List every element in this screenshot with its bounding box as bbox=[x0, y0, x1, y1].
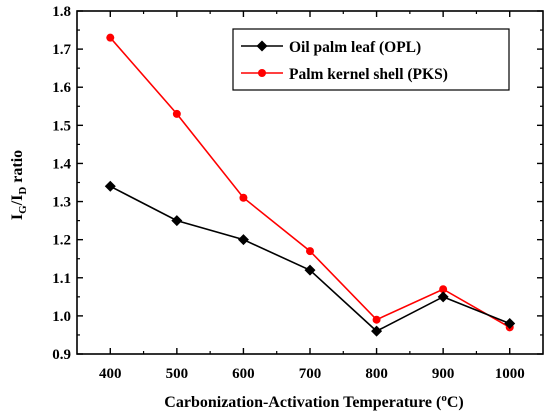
data-point bbox=[304, 264, 316, 276]
data-point bbox=[306, 247, 314, 256]
y-tick-label: 1.0 bbox=[52, 309, 71, 325]
y-tick-label: 1.4 bbox=[52, 156, 71, 172]
series-opl bbox=[104, 180, 516, 337]
legend: Oil palm leaf (OPL) Palm kernel shell (PK… bbox=[232, 28, 510, 91]
y-tick-label: 1.1 bbox=[52, 271, 71, 287]
data-point bbox=[171, 215, 183, 227]
data-point bbox=[504, 318, 516, 330]
data-point bbox=[106, 33, 115, 42]
y-tick-label: 1.2 bbox=[52, 233, 71, 249]
legend-item: Oil palm leaf (OPL) bbox=[241, 39, 421, 56]
y-tick-label: 1.7 bbox=[52, 42, 71, 58]
data-point bbox=[439, 285, 448, 294]
data-point bbox=[371, 325, 383, 337]
y-tick-label: 1.6 bbox=[52, 80, 71, 96]
x-tick-label: 1000 bbox=[495, 366, 525, 382]
series bbox=[104, 33, 516, 337]
data-point bbox=[239, 193, 248, 202]
x-tick-label: 600 bbox=[232, 366, 255, 382]
series-pks bbox=[106, 33, 514, 332]
legend-label: Palm kernel shell (PKS) bbox=[289, 66, 448, 83]
data-point bbox=[104, 180, 116, 192]
data-point bbox=[372, 315, 381, 324]
series-line bbox=[109, 185, 511, 333]
x-tick-label: 500 bbox=[166, 366, 189, 382]
y-tick-label: 0.9 bbox=[52, 347, 71, 363]
data-point bbox=[437, 291, 449, 303]
x-tick-label: 900 bbox=[432, 366, 455, 382]
legend-box bbox=[232, 28, 510, 91]
x-tick-label: 700 bbox=[299, 366, 322, 382]
y-tick-label: 1.5 bbox=[52, 118, 71, 134]
tick-marks bbox=[77, 10, 543, 355]
data-point bbox=[172, 109, 181, 118]
data-point bbox=[237, 234, 249, 246]
legend-marker bbox=[256, 40, 268, 52]
y-tick-label: 1.8 bbox=[52, 4, 71, 20]
x-tick-label: 800 bbox=[365, 366, 388, 382]
tick-labels: 400 500 600 700 800 900 1000 0.9 1.0 1.1 1.2 1.3 1.4… bbox=[52, 4, 524, 382]
x-axis-title: Carbonization-Activation Temperature (oC… bbox=[164, 392, 463, 411]
x-tick-label: 400 bbox=[99, 366, 122, 382]
legend-label: Oil palm leaf (OPL) bbox=[289, 39, 421, 56]
legend-item: Palm kernel shell (PKS) bbox=[241, 66, 448, 83]
y-axis-title: IG/ID ratio bbox=[9, 150, 29, 220]
y-tick-label: 1.3 bbox=[52, 195, 71, 211]
legend-marker bbox=[258, 69, 266, 77]
